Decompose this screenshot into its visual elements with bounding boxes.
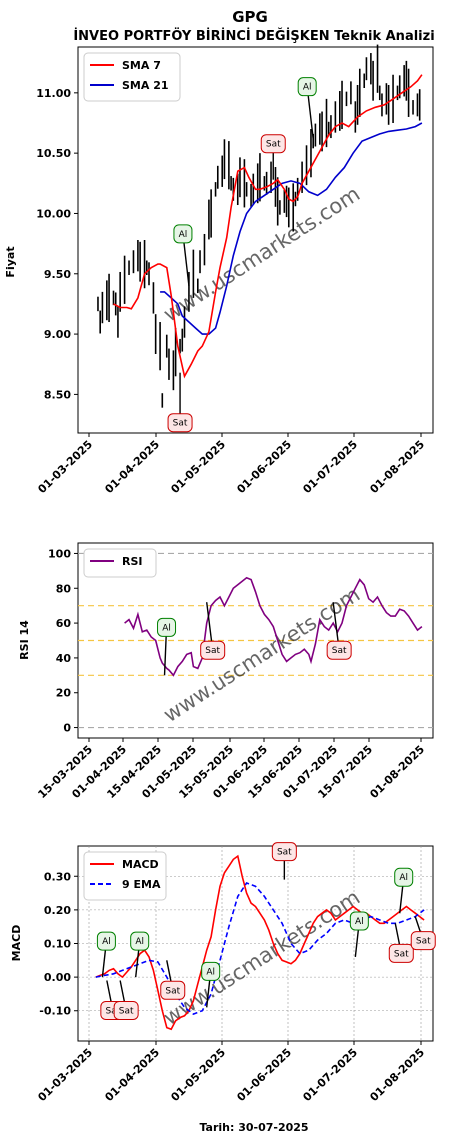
x-tick-label: 01-07-2025 — [300, 438, 360, 496]
signal-label-box — [173, 224, 193, 244]
signal-label-box — [160, 980, 186, 1000]
x-tick-label: 01-05-2025 — [168, 1046, 228, 1104]
x-tick-label: 01-08-2025 — [367, 1046, 427, 1104]
signal-label-al: Al — [303, 83, 312, 93]
signal-label-box — [271, 842, 297, 862]
signal-label-box — [394, 867, 414, 887]
y-tick-label: 8.50 — [44, 388, 71, 401]
footer-date: Tarih: 30-07-2025 — [199, 1121, 308, 1134]
signal-label-al: Al — [399, 873, 408, 883]
signal-label-sat: Sat — [394, 949, 409, 959]
x-tick-label: 01-08-2025 — [367, 743, 427, 801]
y-tick-label: 0.30 — [44, 870, 71, 883]
y-tick-label: 20 — [56, 687, 72, 700]
legend-label: 9 EMA — [122, 878, 161, 891]
y-tick-label: 0.10 — [44, 938, 71, 951]
signal-label-al: Al — [206, 967, 215, 977]
signal-label-al: Al — [355, 917, 364, 927]
y-tick-label: 9.50 — [44, 268, 71, 281]
signal-label-sat: Sat — [205, 646, 220, 656]
signal-label-box — [297, 77, 317, 97]
legend-label: SMA 21 — [122, 79, 169, 92]
plot-area — [77, 46, 434, 434]
y-tick-label: 10.00 — [36, 207, 71, 220]
y-axis-label: MACD — [10, 925, 23, 962]
signal-label-box — [388, 943, 414, 963]
rsi-line — [124, 576, 423, 677]
signal-label-box — [260, 134, 286, 154]
ema-line — [95, 882, 425, 1016]
legend: MACD 9 EMA — [83, 851, 167, 901]
signal-label-box — [113, 1000, 139, 1020]
x-tick-label: 01-06-2025 — [234, 1046, 294, 1104]
signal-label-al: Al — [179, 230, 188, 240]
signal-label-box — [130, 931, 150, 951]
panel-2: -0.10 0.00 0.10 0.20 0.30 01-03-2025 01-04-202… — [10, 842, 436, 1104]
legend: SMA 7 SMA 21 — [83, 52, 181, 102]
macd-line — [95, 854, 425, 1031]
y-tick-label: -0.10 — [39, 1005, 71, 1018]
signal-label-sat: Sat — [173, 419, 188, 429]
signal-label-al: Al — [135, 937, 144, 947]
signal-label-sat: Sat — [277, 848, 292, 858]
signal-label-box — [201, 961, 221, 981]
y-tick-label: 0.20 — [44, 904, 71, 917]
y-tick-label: 40 — [56, 652, 72, 665]
y-tick-label: 0 — [63, 722, 71, 735]
signal-label-box — [326, 640, 352, 660]
x-tick-label: 01-03-2025 — [35, 1046, 95, 1104]
legend-label: RSI — [122, 555, 143, 568]
y-tick-label: 0.00 — [44, 971, 71, 984]
sma7-line — [113, 74, 423, 379]
signal-label-box — [96, 931, 116, 951]
y-tick-label: 60 — [56, 617, 72, 630]
legend: RSI — [83, 548, 157, 578]
chart-subtitle: İNVEO PORTFÖY BİRİNCİ DEĞİŞKEN Teknik An… — [73, 28, 434, 44]
legend-label: SMA 7 — [122, 59, 161, 72]
signal-label-al: Al — [102, 937, 111, 947]
y-tick-label: 11.00 — [36, 87, 71, 100]
x-tick-label: 01-04-2025 — [102, 1046, 162, 1104]
sma21-line — [160, 122, 423, 335]
y-tick-label: 80 — [56, 582, 72, 595]
signal-label-sat: Sat — [332, 646, 347, 656]
signal-label-box — [157, 617, 177, 637]
x-tick-label: 01-08-2025 — [367, 438, 427, 496]
x-tick-label: 01-05-2025 — [168, 438, 228, 496]
chart-title: GPG — [232, 8, 268, 26]
x-tick-label: 01-03-2025 — [35, 438, 95, 496]
panel-1: 02040608010015-03-202501-04-202515-04-20… — [18, 542, 434, 801]
y-tick-label: 100 — [48, 547, 71, 560]
signal-label-sat: Sat — [416, 937, 431, 947]
y-axis-label: RSI 14 — [18, 620, 31, 660]
legend-label: MACD — [122, 858, 159, 871]
x-tick-label: 01-07-2025 — [300, 1046, 360, 1104]
signal-label-sat: Sat — [165, 986, 180, 996]
y-axis-label: Fiyat — [4, 246, 17, 277]
signal-label-box — [200, 640, 226, 660]
signal-label-sat: Sat — [119, 1006, 134, 1016]
signal-label-al: Al — [162, 623, 171, 633]
signal-label-sat: Sat — [105, 1006, 120, 1016]
signal-label-box — [349, 911, 369, 931]
signal-label-box — [410, 931, 436, 951]
y-tick-label: 9.00 — [44, 328, 71, 341]
x-tick-label: 01-06-2025 — [234, 438, 294, 496]
signal-label-sat: Sat — [266, 140, 281, 150]
y-tick-label: 10.50 — [36, 147, 71, 160]
legend-box — [83, 548, 157, 578]
signal-label-box — [167, 413, 193, 433]
x-tick-label: 01-04-2025 — [102, 438, 162, 496]
